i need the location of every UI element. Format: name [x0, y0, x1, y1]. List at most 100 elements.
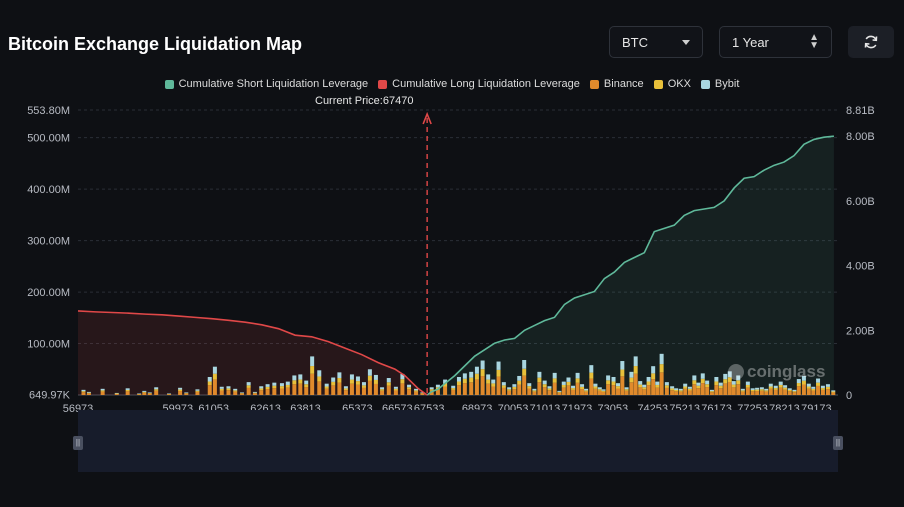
period-select[interactable]: 1 Year ▲ ▼: [719, 26, 832, 58]
bar-binance: [349, 383, 354, 395]
bar-bybit: [400, 373, 405, 380]
bar-okx: [709, 391, 714, 393]
bar-binance: [792, 392, 797, 395]
bar-bybit: [212, 366, 217, 374]
legend-item-binance[interactable]: Binance: [589, 78, 644, 90]
bar-okx: [620, 369, 625, 377]
bar-bybit: [142, 390, 147, 392]
chevron-down-icon: [682, 39, 690, 45]
zoom-handle-left[interactable]: ||: [73, 436, 83, 450]
bar-bybit: [147, 392, 152, 394]
bar-binance: [501, 387, 506, 395]
bar-okx: [629, 377, 634, 383]
bar-bybit: [527, 383, 532, 387]
bar-okx: [575, 378, 580, 383]
bar-bybit: [407, 384, 412, 388]
legend-item-okx[interactable]: OKX: [653, 78, 691, 90]
bar-bybit: [178, 387, 183, 390]
bar-okx: [195, 390, 200, 392]
bar-okx: [561, 384, 566, 388]
bar-bybit: [629, 371, 634, 378]
bar-okx: [740, 390, 745, 392]
bar-okx: [547, 388, 552, 391]
bar-binance: [81, 392, 86, 395]
bar-okx: [501, 385, 506, 388]
bar-okx: [100, 390, 105, 392]
legend-item-short[interactable]: Cumulative Short Liquidation Leverage: [164, 78, 369, 90]
bar-bybit: [616, 383, 621, 387]
bar-okx: [611, 381, 616, 386]
bar-binance: [373, 383, 378, 395]
bar-okx: [825, 386, 830, 390]
bar-bybit: [552, 372, 557, 379]
bar-binance: [580, 389, 585, 395]
bar-binance: [584, 391, 589, 395]
bar-okx: [317, 376, 322, 382]
bar-binance: [304, 387, 309, 395]
bar-okx: [542, 384, 547, 388]
bar-bybit: [816, 378, 821, 383]
bar-bybit: [537, 371, 542, 378]
bar-okx: [331, 381, 336, 386]
refresh-button[interactable]: [848, 26, 894, 58]
zoom-scrollbar[interactable]: || ||: [73, 410, 843, 472]
bar-bybit: [759, 387, 764, 390]
bar-bybit: [764, 388, 769, 391]
bar-bybit: [687, 386, 692, 389]
bar-bybit: [700, 373, 705, 379]
bar-okx: [787, 389, 792, 392]
bar-binance: [537, 382, 542, 395]
bar-binance: [469, 382, 474, 395]
legend-item-long[interactable]: Cumulative Long Liquidation Leverage: [378, 78, 580, 90]
bar-binance: [796, 386, 801, 395]
bar-okx: [491, 383, 496, 387]
bar-okx: [750, 389, 755, 392]
y-right-tick-label: 8.00B: [846, 131, 875, 143]
bar-okx: [745, 384, 750, 388]
bar-bybit: [718, 382, 723, 386]
bar-binance: [646, 385, 651, 395]
bar-okx: [764, 390, 769, 392]
page-title: Bitcoin Exchange Liquidation Map: [8, 34, 303, 54]
bar-bybit: [806, 383, 811, 387]
bar-bybit: [655, 381, 660, 385]
bar-okx: [597, 389, 602, 391]
legend-label-short: Cumulative Short Liquidation Leverage: [178, 78, 369, 90]
bar-okx: [272, 385, 277, 389]
bar-okx: [633, 366, 638, 374]
bar-binance: [380, 390, 385, 395]
bar-okx: [517, 380, 522, 385]
bar-bybit: [279, 383, 284, 387]
bar-bybit: [435, 384, 440, 388]
bar-okx: [486, 379, 491, 384]
bar-binance: [714, 385, 719, 395]
bar-bybit: [81, 389, 86, 392]
bar-binance: [768, 388, 773, 395]
legend-swatch-okx: [653, 79, 663, 89]
bar-bybit: [580, 384, 585, 387]
bar-bybit: [125, 388, 130, 390]
bar-binance: [414, 391, 419, 395]
bar-binance: [664, 387, 669, 395]
legend-item-bybit[interactable]: Bybit: [700, 78, 739, 90]
legend-swatch-bybit: [700, 79, 710, 89]
bar-bybit: [705, 380, 710, 385]
bar-okx: [806, 386, 811, 389]
bar-okx: [571, 388, 576, 390]
bar-bybit: [451, 385, 456, 389]
bar-binance: [778, 387, 783, 395]
bar-okx: [507, 389, 512, 391]
bar-binance: [759, 390, 764, 395]
bar-bybit: [429, 387, 434, 390]
bar-binance: [674, 391, 679, 395]
coin-select[interactable]: BTC: [609, 26, 703, 58]
long-curve-line: [77, 310, 428, 396]
bar-bybit: [167, 393, 172, 394]
bar-binance: [298, 383, 303, 395]
bar-bybit: [796, 379, 801, 384]
zoom-handle-right[interactable]: ||: [833, 436, 843, 450]
bar-bybit: [696, 382, 701, 386]
bar-binance: [386, 385, 391, 395]
bar-bybit: [337, 372, 342, 379]
bar-binance: [816, 385, 821, 395]
